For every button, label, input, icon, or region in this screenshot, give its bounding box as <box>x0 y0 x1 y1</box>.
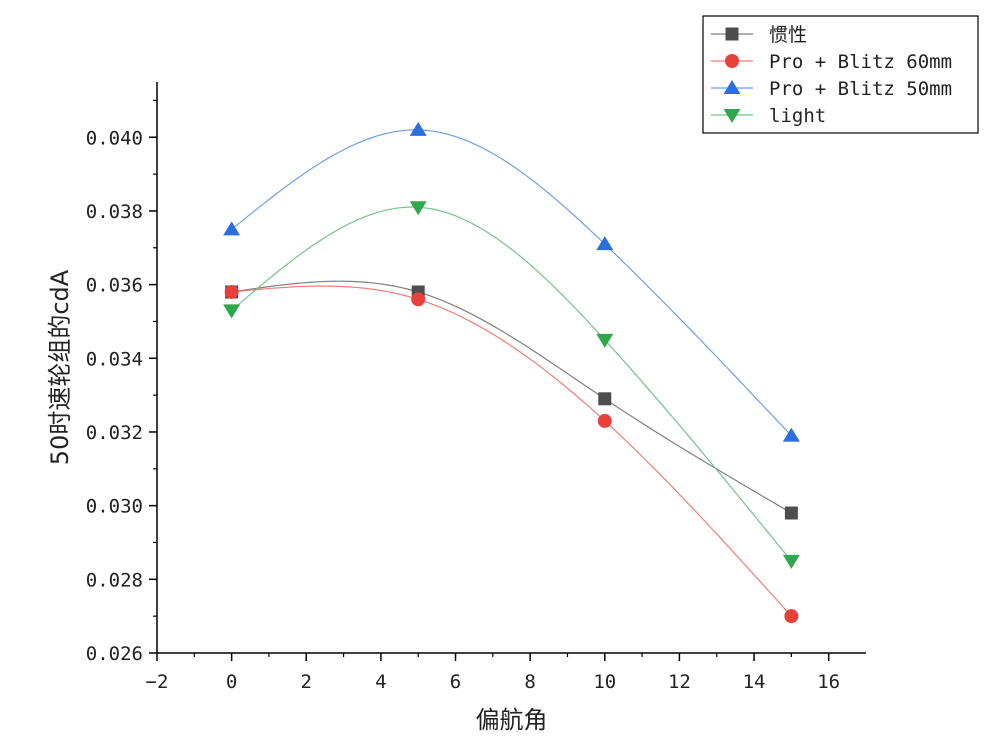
x-tick-label: 10 <box>593 671 616 693</box>
y-tick-label: 0.032 <box>86 422 143 444</box>
series-line <box>231 285 792 617</box>
data-point <box>223 304 241 319</box>
x-tick-label: 16 <box>817 671 840 693</box>
series-1 <box>224 284 799 624</box>
legend-item: light <box>711 105 826 127</box>
x-tick-label: 8 <box>524 671 535 693</box>
y-tick-label: 0.034 <box>86 348 143 370</box>
legend: 惯性 Pro + Blitz 60mm Pro + Blitz 50mm light <box>702 15 979 134</box>
x-tick-label: 4 <box>375 671 386 693</box>
data-point <box>782 427 800 442</box>
legend-label: Pro + Blitz 60mm <box>769 51 952 73</box>
y-tick-label: 0.028 <box>86 569 143 591</box>
legend-marker <box>725 27 739 41</box>
legend-item: 惯性 <box>711 24 807 46</box>
y-tick-label: 0.036 <box>86 275 143 297</box>
legend-item: Pro + Blitz 60mm <box>711 51 952 73</box>
data-point <box>409 201 427 216</box>
legend-marker <box>725 54 739 68</box>
y-axis-title: 50时速轮组的cdA <box>46 269 74 465</box>
data-point <box>224 284 239 299</box>
y-tick-label: 0.038 <box>86 201 143 223</box>
series-layer <box>223 121 800 624</box>
series-line <box>231 129 792 437</box>
x-tick-label: 2 <box>301 671 312 693</box>
series-3 <box>223 201 800 569</box>
x-tick-label: −2 <box>146 671 169 693</box>
data-point <box>784 609 799 624</box>
y-tick-label: 0.040 <box>86 127 143 149</box>
series-line <box>231 280 792 514</box>
data-point <box>411 292 426 307</box>
x-tick-label: 6 <box>450 671 461 693</box>
x-axis-title: 偏航角 <box>476 706 548 734</box>
series-line <box>231 206 792 562</box>
y-tick-label: 0.030 <box>86 496 143 518</box>
legend-label: Pro + Blitz 50mm <box>769 78 952 100</box>
series-2 <box>223 121 800 442</box>
data-point <box>597 413 612 428</box>
data-point <box>782 554 800 569</box>
x-tick-label: 12 <box>668 671 691 693</box>
axes: −2 0 2 4 6 8 10 12 14 16 0.026 0.028 0.030 0.032 0.034… <box>86 82 866 693</box>
data-point <box>409 121 427 136</box>
legend-item: Pro + Blitz 50mm <box>711 78 952 100</box>
data-point <box>596 236 614 251</box>
legend-box <box>702 15 979 134</box>
series-0 <box>225 280 798 520</box>
data-point <box>223 221 241 236</box>
x-tick-label: 0 <box>226 671 237 693</box>
legend-marker <box>723 109 741 123</box>
legend-label: 惯性 <box>769 24 807 46</box>
data-point <box>784 506 798 520</box>
data-point <box>598 392 612 406</box>
x-tick-label: 14 <box>743 671 766 693</box>
legend-label: light <box>769 105 826 127</box>
data-point <box>596 333 614 348</box>
legend-marker <box>723 80 741 94</box>
y-tick-label: 0.026 <box>86 643 143 665</box>
